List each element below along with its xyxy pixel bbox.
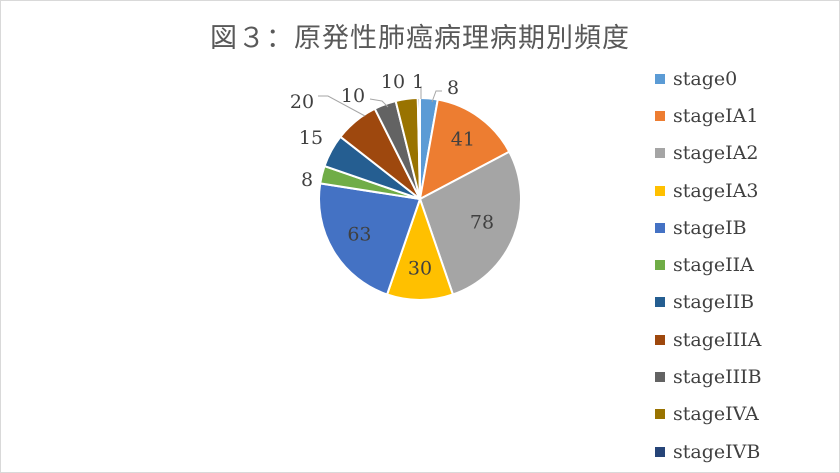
legend-swatch (655, 446, 665, 457)
data-label-stageIVA: 10 (381, 71, 405, 93)
legend-item-stageIVB: stageIVB (655, 433, 835, 470)
data-label-stageIA3: 30 (408, 258, 432, 280)
legend-swatch (655, 334, 665, 345)
pie-slice-stageIA3 (385, 195, 455, 301)
leader-line-stage0 (431, 90, 442, 103)
data-label-stageIVB: 1 (412, 71, 424, 93)
legend-label: stageIA2 (673, 142, 759, 165)
legend-item-stageIIIA: stageIIIA (655, 321, 835, 358)
legend: stage0 stageIA1 stageIA2 stageIA3 stageIB sta… (655, 60, 835, 470)
data-label-stageIIIB: 10 (341, 85, 365, 107)
chart-title: 図３：原発性肺癌病理病期別頻度 (210, 23, 630, 54)
legend-label: stageIIIA (673, 328, 762, 351)
legend-item-stageIA3: stageIA3 (655, 172, 835, 209)
data-label-stageIA1: 41 (451, 128, 475, 150)
data-label-stageIIA: 8 (301, 169, 313, 191)
legend-label: stage0 (673, 67, 738, 90)
data-label-stage0: 8 (447, 77, 459, 99)
pie-slice-stageIA2 (418, 150, 522, 296)
legend-label: stageIA1 (673, 104, 759, 127)
pie-slice-stageIA1 (418, 98, 511, 201)
legend-label: stageIVB (673, 440, 761, 463)
legend-item-stageIVA: stageIVA (655, 396, 835, 433)
legend-item-stageIB: stageIB (655, 209, 835, 246)
pie-slice-stageIB (318, 182, 422, 296)
legend-swatch (655, 110, 665, 121)
legend-item-stageIIA: stageIIA (655, 246, 835, 283)
legend-label: stageIVA (673, 403, 759, 426)
legend-label: stageIIA (673, 254, 754, 277)
legend-swatch (655, 260, 665, 271)
legend-swatch (655, 409, 665, 420)
legend-item-stageIA2: stageIA2 (655, 135, 835, 172)
legend-swatch (655, 73, 665, 84)
legend-label: stageIB (673, 216, 747, 239)
legend-swatch (655, 372, 665, 383)
legend-swatch (655, 148, 665, 159)
legend-item-stage0: stage0 (655, 60, 835, 97)
data-label-stageIIIA: 20 (290, 91, 314, 113)
legend-item-stageIIB: stageIIB (655, 284, 835, 321)
legend-swatch (655, 297, 665, 308)
legend-swatch (655, 185, 665, 196)
legend-label: stageIA3 (673, 179, 759, 202)
legend-item-stageIIIB: stageIIIB (655, 358, 835, 395)
legend-swatch (655, 222, 665, 233)
leader-line-stageIIIA (318, 95, 366, 117)
pie-slice-stageIVB (416, 96, 421, 200)
data-label-stageIA2: 78 (470, 211, 494, 233)
legend-label: stageIIIB (673, 366, 762, 389)
leader-line-stageIIIB (369, 98, 389, 108)
legend-label: stageIIB (673, 291, 755, 314)
legend-item-stageIA1: stageIA1 (655, 97, 835, 134)
data-label-stageIIB: 15 (299, 127, 323, 149)
data-label-stageIB: 63 (347, 223, 371, 245)
